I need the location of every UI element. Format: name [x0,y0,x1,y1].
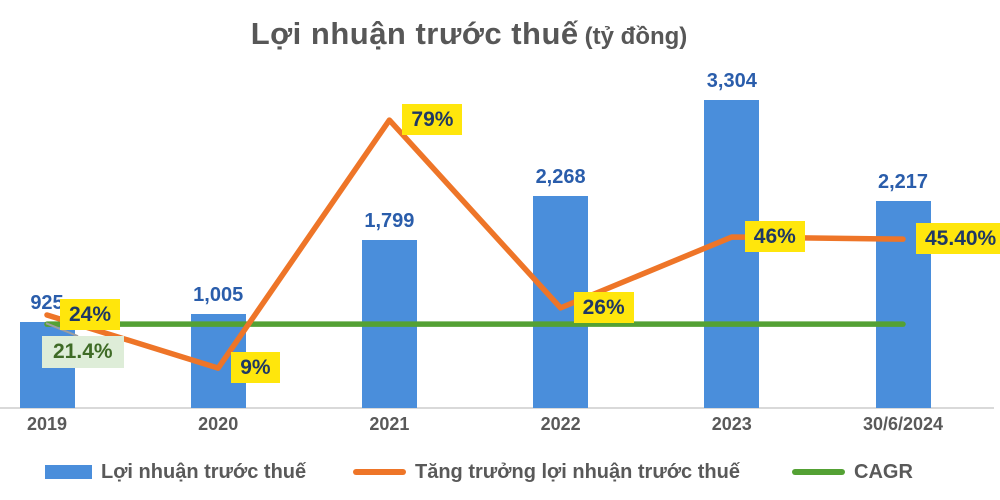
legend-item-cagr: CAGR [792,458,913,486]
growth-point-label: 45.40% [916,223,1000,255]
legend-label-profit: Lợi nhuận trước thuế [101,460,307,483]
x-axis-label: 2020 [198,414,239,434]
growth-point-label: 24% [60,298,121,330]
growth-point-label: 26% [573,291,634,323]
chart-title-unit: (tỷ đồng) [584,23,688,50]
x-axis-label: 2019 [26,414,68,434]
profit-bar [704,99,760,408]
legend-item-profit: Lợi nhuận trước thuế [45,458,306,486]
line-swatch-icon [353,469,406,475]
bar-value-label: 1,005 [193,284,244,307]
bar-value-label: 2,268 [535,166,586,189]
legend-label-cagr: CAGR [854,460,913,483]
x-axis-label: 2023 [711,414,752,434]
legend: Lợi nhuận trước thuế Tăng trưởng lợi nhu… [0,458,1000,488]
x-axis-line [0,407,994,409]
bar-value-label: 3,304 [706,69,757,92]
x-axis-label: 2022 [540,414,581,434]
legend-label-growth: Tăng trưởng lợi nhuận trước thuế [415,460,740,483]
profit-bar [361,240,417,408]
chart-title: Lợi nhuận trước thuế (tỷ đồng) [0,16,938,52]
x-axis-label: 30/6/2024 [862,414,944,434]
x-axis-label: 2021 [369,414,410,434]
bar-swatch-icon [45,465,92,479]
chart-title-text: Lợi nhuận trước thuế [250,16,579,51]
growth-point-label: 79% [402,104,463,136]
bar-value-label: 1,799 [364,210,415,233]
legend-item-growth: Tăng trưởng lợi nhuận trước thuế [353,458,740,486]
growth-point-label: 46% [744,221,805,253]
growth-point-label: 9% [231,352,280,384]
cagr-swatch-icon [792,469,845,475]
cagr-value-label: 21.4% [42,336,124,368]
bar-value-label: 2,217 [877,171,929,194]
